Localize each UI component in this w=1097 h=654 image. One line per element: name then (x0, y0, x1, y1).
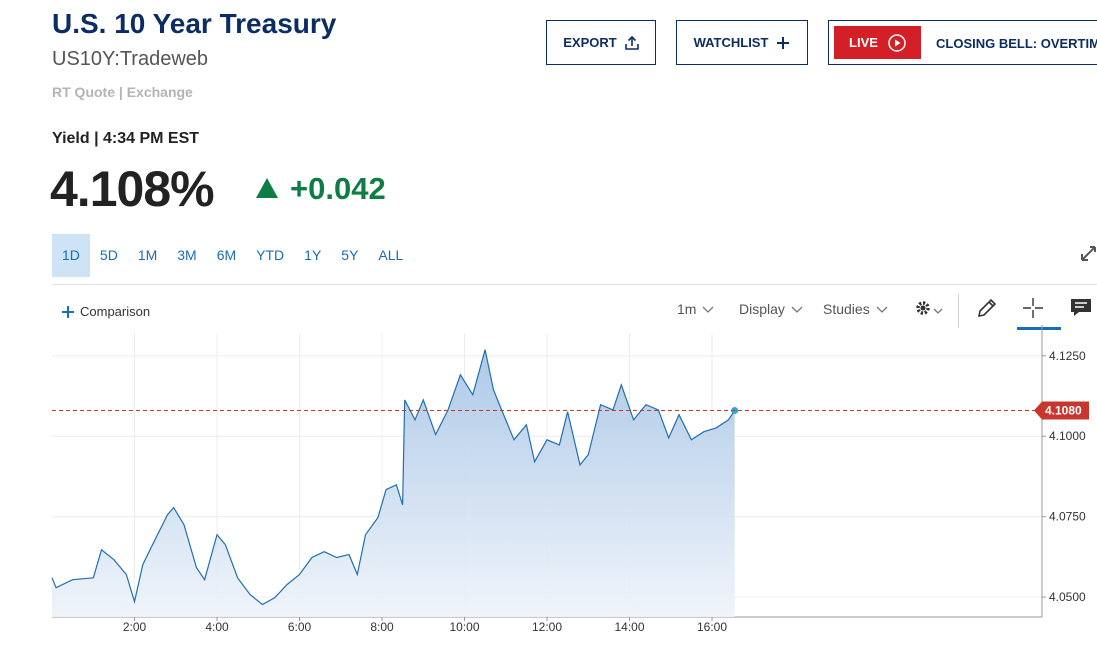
chevron (702, 306, 714, 313)
expand-icon[interactable] (1080, 244, 1097, 262)
plus-icon (777, 36, 790, 49)
area-fill (52, 349, 735, 617)
range-tab[interactable]: 1M (137, 247, 158, 263)
range-tab[interactable]: 5Y (341, 247, 359, 263)
range-tab[interactable]: YTD (256, 247, 285, 263)
studies-select[interactable]: Studies (823, 301, 889, 317)
comparison-button[interactable]: Comparison (62, 304, 150, 319)
display-select[interactable]: Display (739, 301, 804, 317)
comment-icon[interactable] (1070, 298, 1092, 318)
range-tab[interactable]: ALL (378, 247, 404, 263)
x-tick-label: 4:00 (205, 620, 229, 634)
quote-source: RT Quote | Exchange (52, 84, 193, 100)
x-tick-label: 8:00 (370, 620, 394, 634)
y-tick-label: 4.1250 (1049, 349, 1086, 363)
export-icon (624, 35, 639, 50)
quote-label: Yield | 4:34 PM EST (52, 130, 200, 147)
price-line (51, 349, 736, 606)
range-tabs: 1D 5D 1M 3M 6M YTD 1Y 5Y ALL (52, 234, 413, 277)
program-name: CLOSING BELL: OVERTIME (936, 36, 1097, 51)
export-label: EXPORT (563, 35, 617, 50)
settings-icon[interactable] (914, 299, 946, 319)
divider (52, 284, 1097, 285)
play-icon (888, 33, 906, 52)
watchlist-button[interactable]: WATCHLIST (676, 20, 808, 65)
x-tick-label: 2:00 (123, 620, 147, 634)
range-tab[interactable]: 1D (52, 234, 90, 277)
comparison-label: Comparison (80, 304, 151, 319)
watchlist-label: WATCHLIST (693, 35, 769, 50)
range-tab[interactable]: 1Y (304, 247, 322, 263)
range-tab[interactable]: 3M (177, 247, 197, 263)
symbol: US10Y:Tradeweb (52, 48, 209, 70)
x-tick-label: 14:00 (614, 620, 644, 634)
y-tick-label: 4.0750 (1049, 510, 1086, 524)
x-tick-label: 12:00 (532, 620, 562, 634)
live-banner[interactable] (828, 20, 1097, 65)
draw-icon[interactable] (976, 297, 998, 319)
x-tick-label: 16:00 (697, 620, 727, 634)
live-label: LIVE (849, 35, 878, 50)
title: U.S. 10 Year Treasury (52, 8, 337, 39)
studies-label: Studies (823, 301, 870, 317)
up-arrow (256, 178, 278, 198)
last-price: 4.108% (50, 161, 215, 217)
display-label: Display (739, 301, 785, 317)
chevron (791, 306, 803, 313)
interval-select[interactable]: 1m (677, 301, 715, 317)
price-change: +0.042 (290, 171, 386, 206)
x-tick-label: 6:00 (288, 620, 312, 634)
live-badge: LIVE (834, 26, 921, 59)
chevron (876, 306, 888, 313)
range-tab[interactable]: 6M (216, 247, 237, 263)
x-tick-label: 10:00 (449, 620, 479, 634)
crosshair-icon[interactable] (1022, 297, 1044, 319)
y-tick-label: 4.0500 (1049, 590, 1086, 604)
y-tick-label: 4.1000 (1049, 429, 1086, 443)
range-tab[interactable]: 5D (99, 247, 118, 263)
plus-icon (62, 305, 74, 318)
reference-label: 4.1080 (1045, 404, 1082, 418)
chart: 4.0500 4.0750 4.1000 4.1250 2:00 4:00 6:00 8:00… (51, 325, 1089, 634)
reference-tag (1034, 401, 1089, 420)
active-tool-indicator (1017, 327, 1061, 330)
interval-label: 1m (677, 301, 697, 317)
export-button[interactable]: EXPORT (546, 20, 656, 65)
toolbar-separator (958, 294, 959, 328)
